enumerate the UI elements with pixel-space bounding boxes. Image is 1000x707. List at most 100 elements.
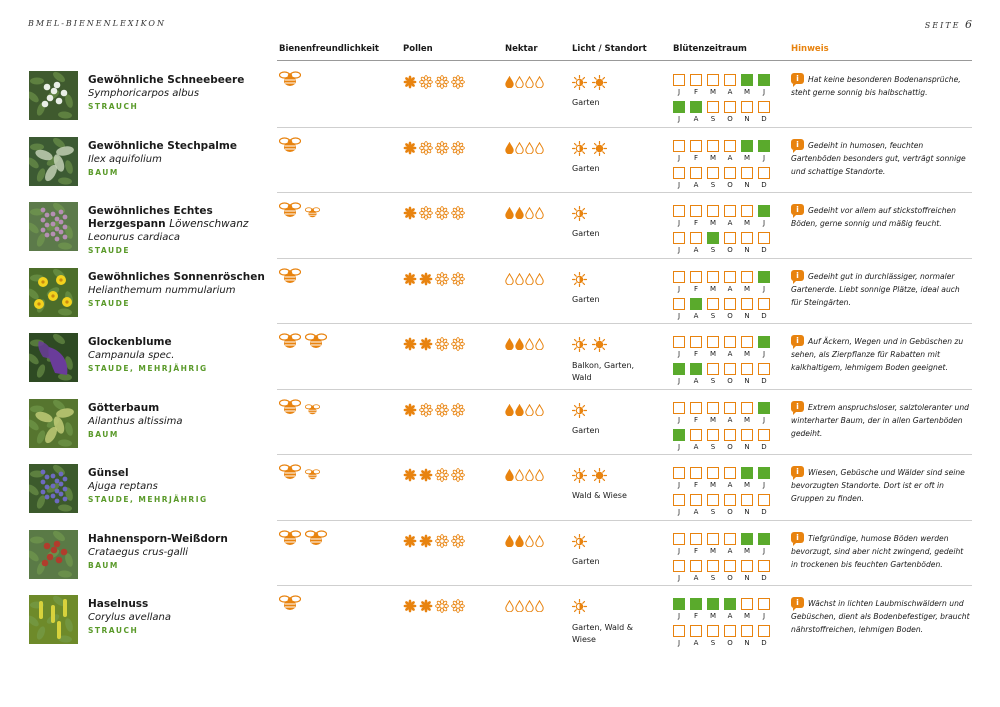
location-text: Garten [572, 98, 600, 107]
plant-thumbnail [29, 398, 78, 448]
plant-name: Glockenblume [88, 336, 268, 349]
plant-row: Günsel Ajuga reptans STAUDE, MEHRJÄHRIG Wal… [0, 462, 1000, 527]
bloom-month-box [690, 625, 702, 637]
pollen-rating [403, 402, 465, 417]
month-letter: O [727, 442, 733, 451]
bloom-month-box [724, 139, 736, 152]
column-header-bee-friendliness: Bienenfreundlichkeit [279, 44, 379, 54]
bloom-month-box [707, 494, 719, 506]
bloom-month-box [758, 401, 770, 414]
pollen-empty-icon [435, 599, 449, 613]
month-letter: S [710, 311, 716, 320]
month-letter: N [744, 180, 750, 189]
location-text: Wald & Wiese [572, 491, 627, 500]
month-letter: D [761, 639, 767, 647]
bloom-month-box [741, 74, 753, 86]
pollen-rating [403, 75, 465, 89]
bloom-calendar: J F M A M J J A S O N D [673, 205, 773, 259]
month-letter: J [762, 350, 766, 358]
bloom-boxes-jul-dec [673, 166, 773, 179]
month-letter: A [727, 219, 733, 227]
info-icon: i [791, 73, 804, 87]
pollen-filled-icon [403, 599, 417, 613]
pollen-empty-icon [451, 599, 465, 613]
bloom-month-box [673, 205, 685, 217]
bloom-month-box [758, 467, 770, 479]
bloom-month-box [758, 363, 770, 375]
bloom-month-box [673, 401, 685, 414]
column-header-bloom: Blütenzeitraum [673, 44, 747, 54]
pollen-filled-icon [403, 468, 417, 482]
nectar-drop-empty-icon [525, 141, 534, 154]
pollen-empty-icon [435, 533, 449, 548]
half-sun-icon [572, 533, 587, 549]
plant-thumbnail [29, 136, 78, 186]
month-letter: J [762, 481, 766, 489]
plant-thumbnail [29, 333, 78, 382]
bloom-month-box [673, 494, 685, 506]
bloom-month-box [724, 166, 736, 179]
bee-icon [305, 333, 327, 348]
month-letter: F [693, 350, 699, 358]
month-letter: J [677, 415, 681, 424]
bloom-month-box [690, 297, 702, 310]
bloom-month-box [724, 428, 736, 441]
bloom-month-box [758, 270, 770, 283]
nectar-drop-empty-icon [515, 141, 524, 154]
month-letter: F [693, 153, 699, 162]
nectar-drop-empty-icon [525, 338, 534, 350]
pollen-filled-icon [403, 141, 417, 154]
month-letter: J [762, 284, 766, 293]
month-letter: D [761, 246, 767, 254]
nectar-drop-empty-icon [505, 272, 514, 285]
bloom-month-box [741, 559, 753, 572]
nectar-rating [505, 272, 544, 285]
plant-common-name: Günsel [88, 467, 129, 479]
bloom-month-box [673, 598, 685, 610]
month-letter: M [709, 219, 717, 227]
month-letter: J [677, 153, 681, 162]
bloom-month-box [724, 232, 736, 244]
bloom-month-box [724, 297, 736, 310]
location-text: Balkon, Garten, Wald [572, 361, 635, 382]
bloom-month-box [690, 532, 702, 545]
month-letter: A [693, 180, 699, 189]
month-letter: M [709, 153, 717, 162]
bloom-month-box [741, 494, 753, 506]
month-letter: S [710, 573, 716, 582]
plant-category: STAUDE, MEHRJÄHRIG [88, 364, 208, 373]
month-letter: S [710, 508, 716, 516]
pollen-empty-icon [451, 75, 465, 89]
bloom-boxes-jan-jun [673, 532, 773, 545]
bloom-month-box [707, 625, 719, 637]
nectar-rating [505, 469, 544, 481]
plant-category: BAUM [88, 429, 119, 439]
bloom-month-box [724, 401, 736, 414]
month-letter: M [743, 284, 751, 293]
bloom-boxes-jan-jun [673, 598, 773, 610]
bloom-month-box [758, 232, 770, 244]
bee-icon [279, 71, 301, 86]
bloom-month-box [707, 559, 719, 572]
hint-text: i Gedeiht gut in durchlässiger, normaler … [791, 269, 960, 307]
bloom-boxes-jul-dec [673, 625, 773, 637]
bloom-month-box [673, 297, 685, 310]
month-letter: D [761, 180, 767, 189]
bloom-boxes-jul-dec [673, 101, 773, 113]
month-letter: S [710, 246, 716, 254]
month-letter: J [677, 88, 681, 96]
bloom-month-box [758, 139, 770, 152]
month-letter: J [762, 546, 766, 555]
bloom-calendar: J F M A M J J A S O N D [673, 467, 773, 521]
bloom-month-box [690, 139, 702, 152]
pollen-rating [403, 337, 465, 351]
month-letter: J [677, 115, 681, 123]
location-text: Garten [572, 556, 600, 566]
bloom-boxes-jan-jun [673, 74, 773, 86]
bloom-month-box [724, 74, 736, 86]
bloom-month-box [673, 559, 685, 572]
plant-category: STAUDE, MEHRJÄHRIG [88, 495, 208, 504]
